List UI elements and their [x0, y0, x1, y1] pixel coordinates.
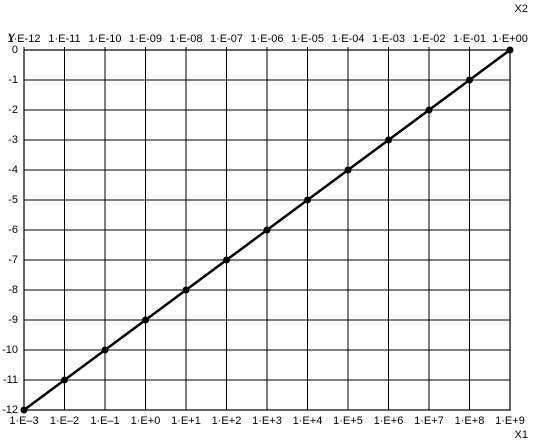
data-point: [182, 286, 190, 294]
y-tick-label: -9: [8, 314, 18, 326]
data-point: [142, 316, 149, 324]
y-tick-label: -10: [2, 344, 18, 356]
x2-tick-label: 1·E-12: [7, 33, 40, 45]
x2-tick-label: 1·E-07: [210, 33, 243, 45]
y-tick-label: -2: [8, 104, 18, 116]
data-point: [425, 106, 433, 114]
y-tick-label: -4: [8, 164, 18, 176]
x-tick-label: 1·E–2: [50, 415, 79, 427]
x-tick-label: 1·E–3: [9, 415, 38, 427]
x2-tick-label: 1·E+00: [492, 33, 528, 45]
y-tick-label: -7: [8, 254, 18, 266]
plot-border: [23, 49, 511, 411]
x2-tick-label: 1·E-06: [250, 33, 283, 45]
data-point: [223, 256, 230, 264]
x2-tick-label: 1·E-10: [88, 33, 121, 45]
x-tick-label: 1·E+5: [333, 415, 363, 427]
x2-tick-label: 1·E-09: [129, 33, 162, 45]
x2-tick-label: 1·E-08: [169, 33, 202, 45]
x2-tick-label: 1·E-11: [48, 33, 80, 45]
data-point: [61, 376, 68, 384]
y-tick-label: -3: [8, 134, 18, 146]
x2-tick-label: 1·E-01: [453, 33, 486, 45]
y-tick-label: -11: [3, 374, 18, 386]
data-point: [506, 46, 514, 54]
data-point: [101, 346, 109, 354]
x-tick-label: 1·E+4: [293, 415, 323, 427]
data-point: [263, 226, 271, 234]
x-tick-label: 1·E+0: [131, 415, 161, 427]
data-point: [20, 406, 28, 414]
y-tick-label: -12: [2, 404, 18, 416]
x-tick-label: 1·E+2: [212, 415, 242, 427]
x2-tick-label: 1·E-03: [372, 33, 405, 45]
x-tick-label: 1·E+9: [495, 415, 525, 427]
x2-axis-label: X2: [515, 3, 528, 15]
x2-tick-label: 1·E-04: [331, 33, 364, 45]
x-tick-label: 1·E+8: [455, 415, 485, 427]
data-point: [344, 166, 352, 174]
y-axis-label: Y: [8, 32, 16, 44]
data-point: [466, 76, 473, 84]
y-tick-label: -6: [8, 224, 18, 236]
y-tick-label: 0: [12, 44, 18, 56]
x-tick-label: 1·E+1: [171, 415, 201, 427]
x-tick-label: 1·E+3: [252, 415, 282, 427]
x2-tick-label: 1·E-02: [412, 33, 445, 45]
y-tick-label: -5: [8, 194, 18, 206]
x-tick-label: 1·E+6: [374, 415, 404, 427]
y-tick-label: -8: [8, 284, 18, 296]
y-tick-label: -1: [8, 74, 18, 86]
x2-tick-label: 1·E-05: [291, 33, 324, 45]
data-point: [304, 196, 311, 204]
x-tick-label: 1·E–1: [90, 415, 119, 427]
x1-axis-label: X1: [515, 429, 528, 441]
x-tick-label: 1·E+7: [414, 415, 444, 427]
data-point: [385, 136, 392, 144]
